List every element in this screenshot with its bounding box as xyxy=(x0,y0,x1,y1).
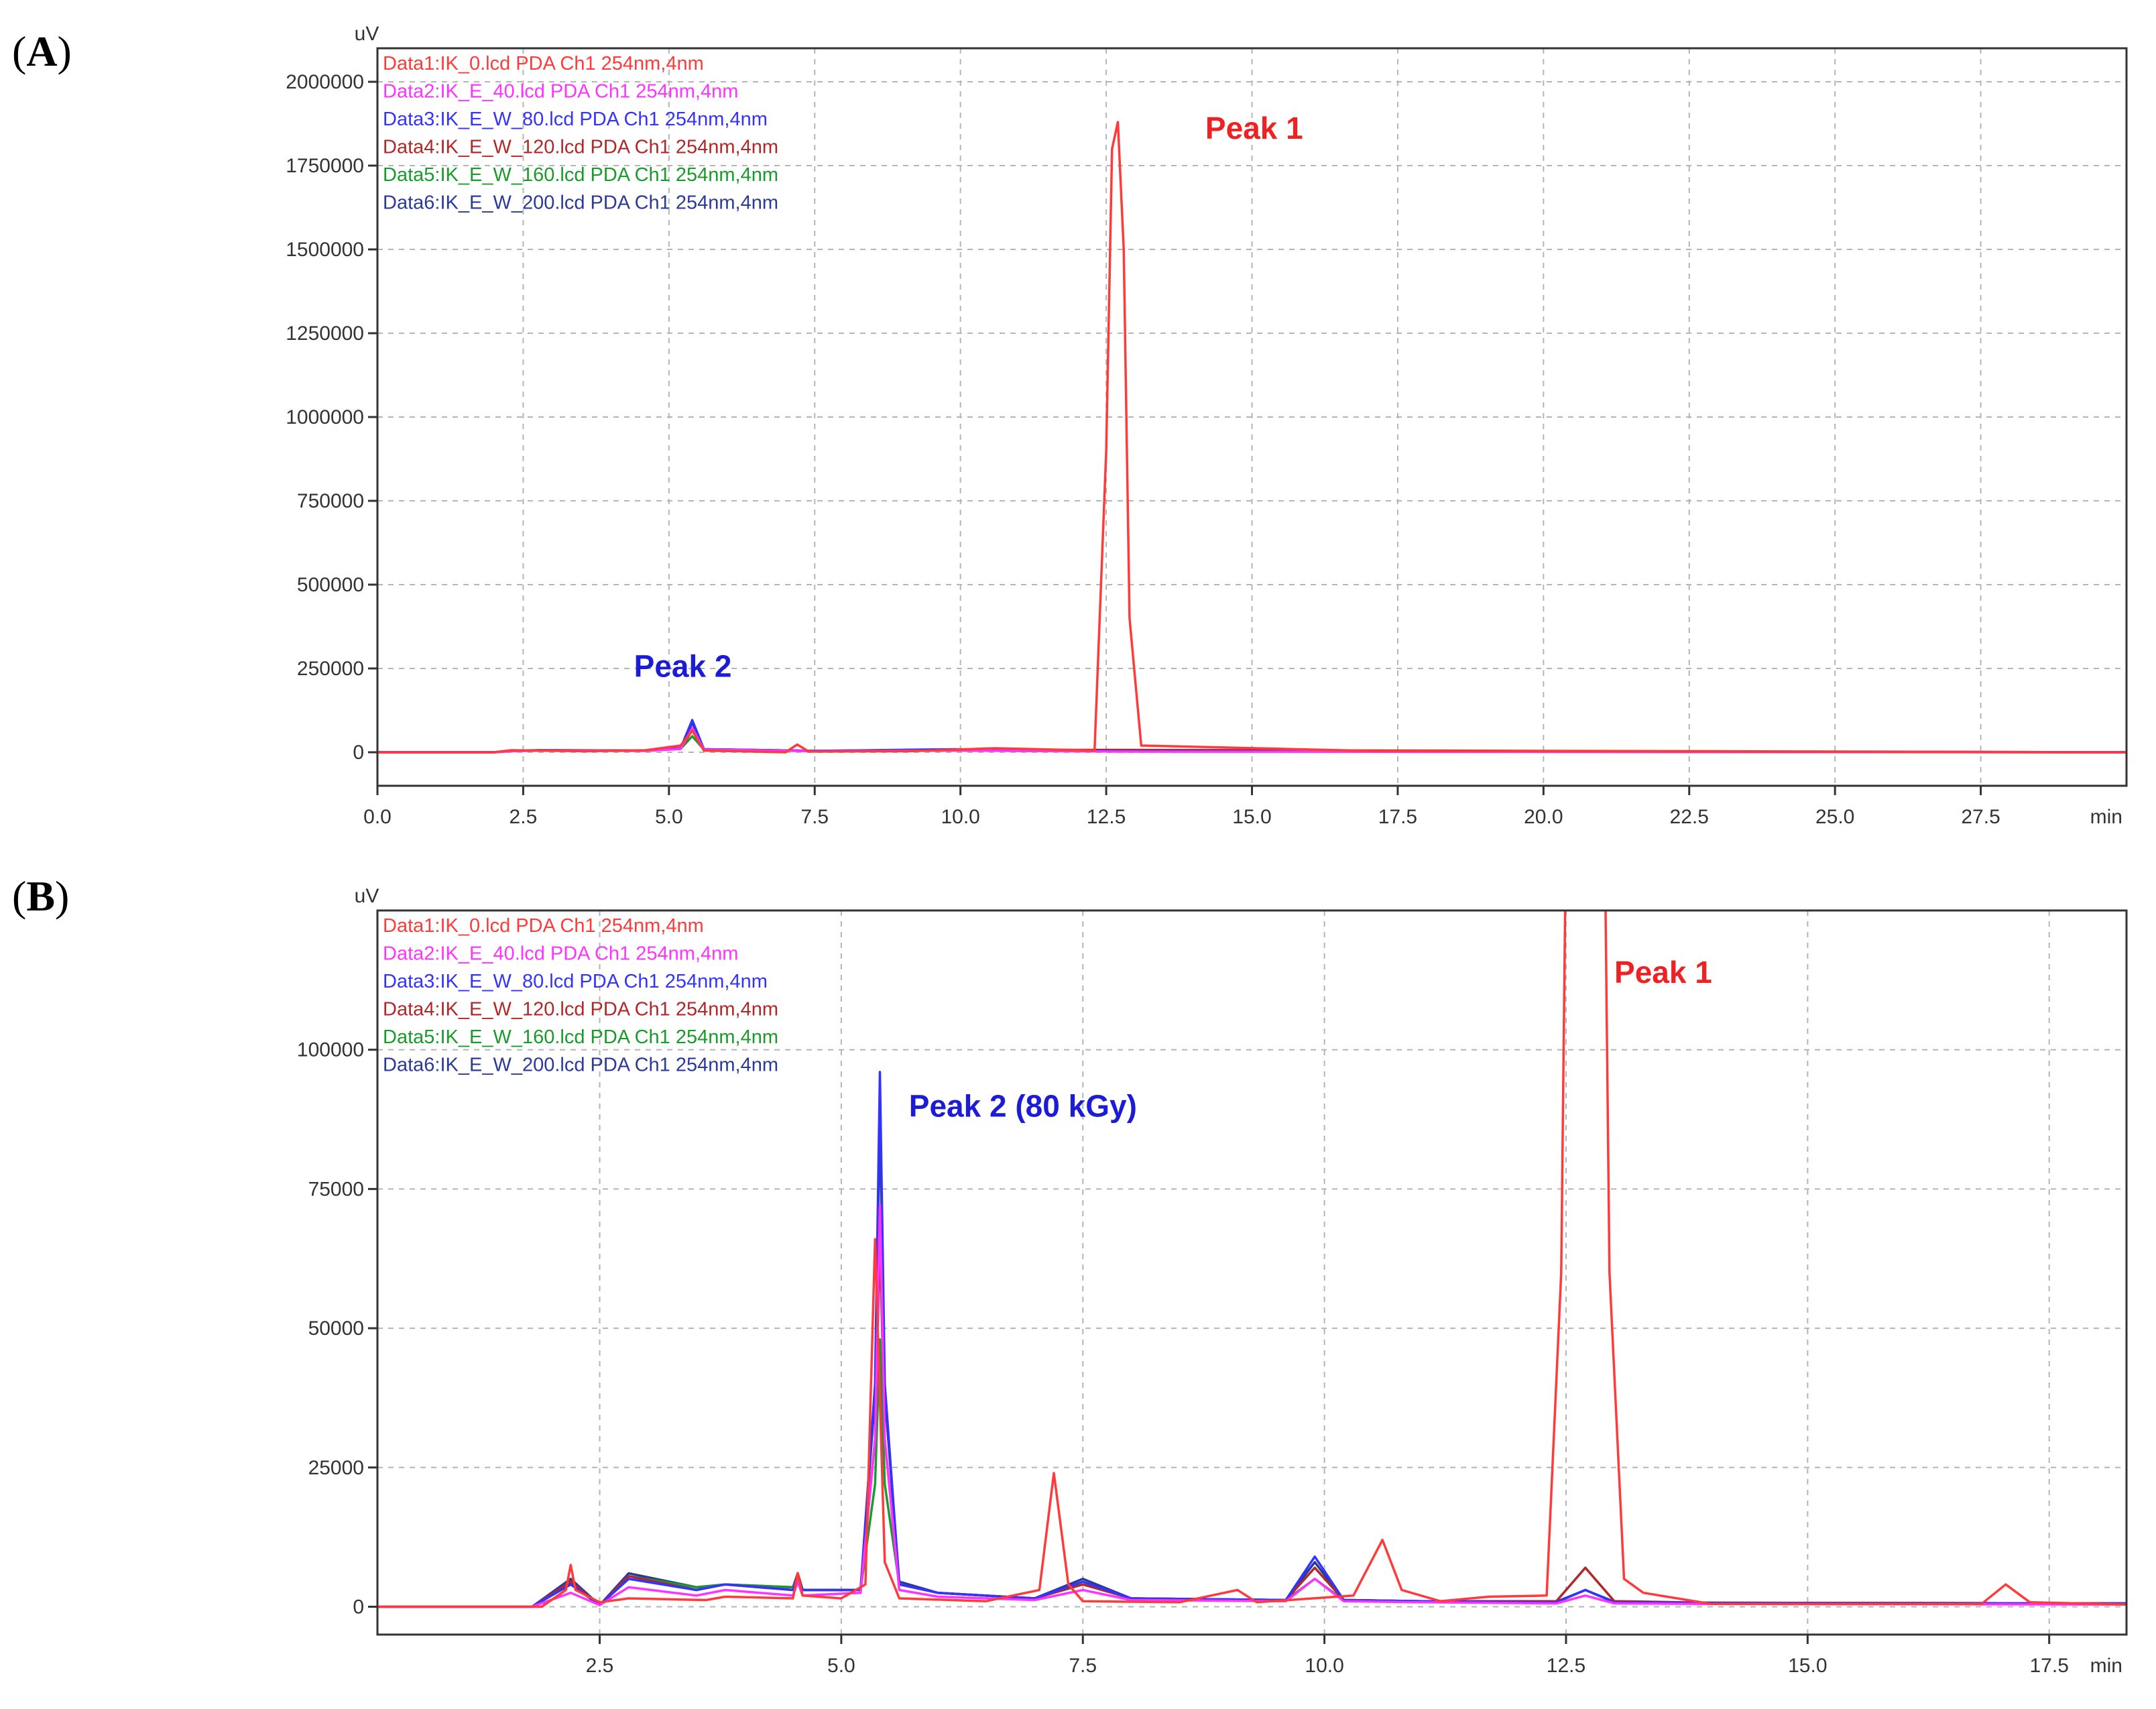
x-tick-label: 25.0 xyxy=(1815,806,1854,828)
legend-entry: Data6:IK_E_W_200.lcd PDA Ch1 254nm,4nm xyxy=(383,1055,778,1076)
x-tick-label: 12.5 xyxy=(1087,806,1126,828)
x-tick-label: 22.5 xyxy=(1670,806,1709,828)
series-line-data2 xyxy=(377,1204,2127,1608)
y-tick-label: 25000 xyxy=(308,1457,364,1479)
legend-entry: Data6:IK_E_W_200.lcd PDA Ch1 254nm,4nm xyxy=(383,192,778,214)
y-tick-label: 1000000 xyxy=(286,406,364,428)
x-tick-label: 10.0 xyxy=(941,806,979,828)
y-unit-label: uV xyxy=(355,885,379,907)
peak-annotation: Peak 1 xyxy=(1614,955,1712,990)
x-tick-label: 0.0 xyxy=(363,806,392,828)
series-line-data1 xyxy=(377,121,2127,754)
peak-annotation: Peak 2 (80 kGy) xyxy=(909,1088,1137,1123)
series-line-data6 xyxy=(377,1115,2127,1608)
panel-label-a: (A) xyxy=(12,27,72,75)
legend-entry: Data2:IK_E_40.lcd PDA Ch1 254nm,4nm xyxy=(383,943,738,965)
peak-annotation: Peak 1 xyxy=(1205,111,1303,145)
x-tick-label: 17.5 xyxy=(1378,806,1417,828)
legend-entry: Data3:IK_E_W_80.lcd PDA Ch1 254nm,4nm xyxy=(383,971,768,992)
x-tick-label: 10.0 xyxy=(1305,1655,1343,1677)
peak-annotation: Peak 2 xyxy=(634,649,732,684)
series-group xyxy=(377,121,2127,754)
y-tick-label: 1750000 xyxy=(286,155,364,177)
y-tick-label: 75000 xyxy=(308,1178,364,1200)
y-tick-label: 100000 xyxy=(297,1039,364,1061)
x-unit-label: min xyxy=(2090,806,2122,828)
x-tick-label: 27.5 xyxy=(1961,806,2000,828)
panel-label-b: (B) xyxy=(12,872,69,920)
x-tick-label: 12.5 xyxy=(1547,1655,1585,1677)
series-line-data4 xyxy=(377,1238,2127,1608)
panel-a-chart: 0 250000 500000 750000 1000000 1250000 1500000… xyxy=(286,23,2128,828)
legend-entry: Data2:IK_E_40.lcd PDA Ch1 254nm,4nm xyxy=(383,81,738,103)
plot-frame xyxy=(376,909,2128,1636)
y-tick-label: 0 xyxy=(353,1596,364,1618)
y-tick-label: 750000 xyxy=(297,490,364,512)
x-tick-label: 2.5 xyxy=(510,806,538,828)
x-unit-label: min xyxy=(2090,1655,2122,1677)
x-tick-label: 7.5 xyxy=(800,806,829,828)
legend-entry: Data1:IK_0.lcd PDA Ch1 254nm,4nm xyxy=(383,53,704,74)
legend-entry: Data5:IK_E_W_160.lcd PDA Ch1 254nm,4nm xyxy=(383,1026,778,1048)
legend-entry: Data5:IK_E_W_160.lcd PDA Ch1 254nm,4nm xyxy=(383,164,778,186)
y-unit-label: uV xyxy=(355,23,379,45)
series-line-data3 xyxy=(377,1071,2127,1608)
y-tick-label: 500000 xyxy=(297,574,364,596)
x-tick-label: 15.0 xyxy=(1232,806,1271,828)
y-tick-label: 1500000 xyxy=(286,239,364,261)
y-tick-label: 50000 xyxy=(308,1317,364,1340)
x-tick-label: 17.5 xyxy=(2029,1655,2068,1677)
y-tick-label: 250000 xyxy=(297,658,364,680)
y-tick-label: 2000000 xyxy=(286,71,364,93)
y-tick-label: 0 xyxy=(353,742,364,764)
series-line-data5 xyxy=(377,1338,2127,1608)
x-tick-label: 5.0 xyxy=(827,1655,855,1677)
x-tick-label: 2.5 xyxy=(586,1655,614,1677)
series-line-data1 xyxy=(377,910,2127,1608)
series-group xyxy=(377,910,2127,1608)
panel-b-chart: 0 25000 50000 75000 100000 2.5 5.0 7.5 10.0 12.5 1… xyxy=(297,885,2128,1677)
legend-entry: Data4:IK_E_W_120.lcd PDA Ch1 254nm,4nm xyxy=(383,999,778,1020)
x-tick-label: 7.5 xyxy=(1069,1655,1097,1677)
legend-entry: Data1:IK_0.lcd PDA Ch1 254nm,4nm xyxy=(383,915,704,937)
y-tick-label: 1250000 xyxy=(286,322,364,345)
x-tick-label: 15.0 xyxy=(1788,1655,1827,1677)
legend-entry: Data3:IK_E_W_80.lcd PDA Ch1 254nm,4nm xyxy=(383,109,768,130)
x-tick-label: 5.0 xyxy=(655,806,683,828)
x-tick-label: 20.0 xyxy=(1524,806,1563,828)
legend-entry: Data4:IK_E_W_120.lcd PDA Ch1 254nm,4nm xyxy=(383,137,778,158)
